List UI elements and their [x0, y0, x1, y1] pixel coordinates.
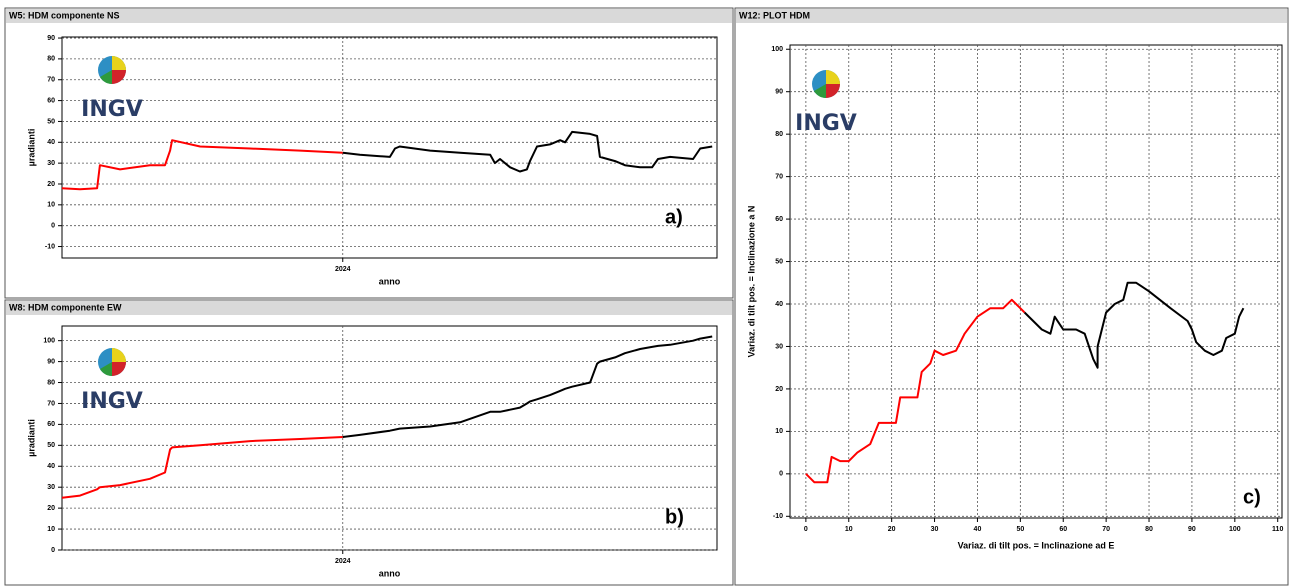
x-tick-label: 90	[1188, 526, 1196, 533]
logo-text: INGV	[795, 111, 857, 136]
x-tick-label: 20	[888, 526, 896, 533]
y-tick-label: 30	[775, 343, 783, 350]
logo-text: INGV	[81, 97, 143, 122]
data-line	[342, 130, 713, 173]
x-tick-label: 2024	[335, 266, 351, 273]
y-tick-label: 10	[47, 202, 55, 209]
panel-title: W12: PLOT HDM	[739, 10, 810, 20]
x-tick-label: 80	[1145, 526, 1153, 533]
data-line	[61, 139, 343, 191]
panel-title-bar	[6, 9, 732, 23]
x-tick-label: 40	[974, 526, 982, 533]
logo-globe-segment	[100, 362, 112, 376]
x-tick-label: 70	[1102, 526, 1110, 533]
y-tick-label: 0	[51, 223, 55, 230]
x-tick-label: 50	[1016, 526, 1024, 533]
x-axis-label: anno	[379, 568, 401, 578]
y-tick-label: 0	[51, 547, 55, 554]
logo-text: INGV	[81, 389, 143, 414]
y-tick-label: 40	[47, 139, 55, 146]
data-line	[805, 298, 1026, 484]
plot-area	[61, 325, 718, 551]
y-tick-label: 10	[775, 428, 783, 435]
y-tick-label: 80	[47, 379, 55, 386]
panel: W8: HDM componente EW 0 10 20 30 40 50 60 70 80 90…	[4, 299, 734, 586]
y-tick-label: 70	[47, 77, 55, 84]
panel-title: W5: HDM componente NS	[9, 10, 120, 20]
x-tick-label: 2024	[335, 558, 351, 565]
logo-globe-segment	[112, 348, 126, 362]
y-tick-label: 30	[47, 484, 55, 491]
annotation: b)	[665, 506, 684, 528]
y-tick-label: 40	[775, 301, 783, 308]
y-tick-label: 100	[771, 46, 783, 53]
y-tick-label: 80	[47, 56, 55, 63]
x-axis-label: Variaz. di tilt pos. = Inclinazione ad E	[958, 540, 1115, 550]
y-tick-label: 20	[47, 505, 55, 512]
logo-globe-segment	[112, 70, 126, 84]
panel-title-bar	[6, 301, 732, 315]
x-tick-label: 0	[804, 526, 808, 533]
y-tick-label: 60	[47, 97, 55, 104]
y-tick-label: 0	[779, 471, 783, 478]
data-line	[1023, 281, 1245, 369]
x-tick-label: 30	[931, 526, 939, 533]
y-tick-label: 60	[775, 216, 783, 223]
y-tick-label: 70	[47, 400, 55, 407]
y-tick-label: 70	[775, 173, 783, 180]
y-axis-label: µradianti	[26, 129, 36, 167]
y-tick-label: 30	[47, 160, 55, 167]
y-tick-label: 90	[47, 358, 55, 365]
panel: W12: PLOT HDM -10 0 10 20 30 40 50 60 70 80 90 100 0 1…	[734, 7, 1289, 586]
x-tick-label: 100	[1229, 526, 1241, 533]
logo-globe-segment	[826, 84, 840, 98]
y-tick-label: 50	[47, 442, 55, 449]
x-axis-label: anno	[379, 276, 401, 286]
data-line	[61, 436, 343, 499]
y-tick-label: 10	[47, 526, 55, 533]
y-tick-label: 40	[47, 463, 55, 470]
panel: W5: HDM componente NS -10 0 10 20 30 40 50 60 70 8…	[4, 7, 734, 299]
y-tick-label: 80	[775, 131, 783, 138]
annotation: c)	[1243, 486, 1261, 508]
logo-globe-segment	[112, 56, 126, 70]
y-tick-label: 90	[47, 35, 55, 42]
panel-title-bar	[736, 9, 1287, 23]
y-tick-label: 20	[47, 181, 55, 188]
annotation: a)	[665, 206, 683, 228]
logo-globe-segment	[112, 362, 126, 376]
plot-area	[61, 36, 718, 259]
x-tick-label: 110	[1272, 526, 1283, 533]
y-tick-label: 90	[775, 89, 783, 96]
y-tick-label: 50	[47, 118, 55, 125]
y-tick-label: 100	[43, 337, 55, 344]
logo-globe-segment	[100, 70, 112, 84]
y-axis-label: µradianti	[26, 419, 36, 457]
y-tick-label: 60	[47, 421, 55, 428]
panel-title: W8: HDM componente EW	[9, 302, 122, 312]
logo-globe-segment	[826, 70, 840, 84]
y-tick-label: -10	[773, 513, 783, 520]
y-axis-label: Variaz. di tilt pos. = Inclinazione a N	[746, 206, 756, 358]
y-tick-label: -10	[45, 243, 55, 250]
logo-globe-segment	[814, 84, 826, 98]
y-tick-label: 20	[775, 386, 783, 393]
x-tick-label: 10	[845, 526, 853, 533]
x-tick-label: 60	[1059, 526, 1067, 533]
y-tick-label: 50	[775, 258, 783, 265]
data-line	[342, 335, 713, 438]
plot-area	[789, 44, 1283, 519]
